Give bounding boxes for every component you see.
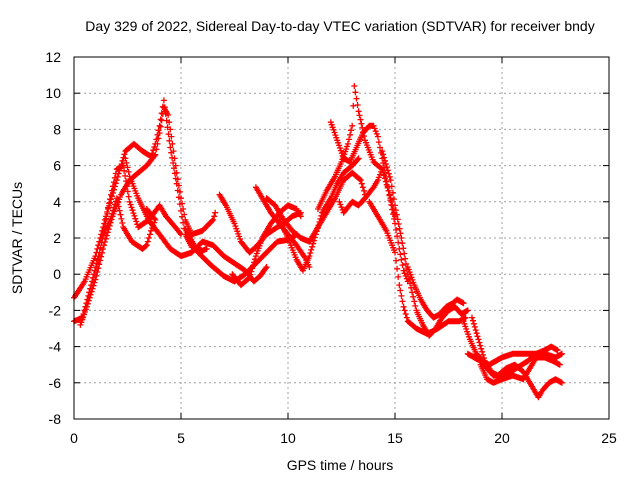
series-prn-d xyxy=(98,195,159,252)
series-marks xyxy=(77,104,219,328)
y-tick-label: -2 xyxy=(49,302,62,318)
x-tick-label: 5 xyxy=(177,430,185,446)
y-axis-label: SDTVAR / TECUs xyxy=(9,182,25,294)
chart-title: Day 329 of 2022, Sidereal Day-to-day VTE… xyxy=(85,18,594,34)
series-marks xyxy=(229,202,304,289)
x-tick-label: 20 xyxy=(494,430,510,446)
x-axis-label: GPS time / hours xyxy=(287,457,394,473)
series-prn-u xyxy=(477,354,563,386)
y-tick-label: -8 xyxy=(49,411,62,427)
series-marks xyxy=(276,155,362,274)
y-tick-label: 0 xyxy=(53,266,61,282)
series-marks xyxy=(122,155,270,285)
y-tick-label: 2 xyxy=(53,230,61,246)
series-prn-k xyxy=(276,155,362,274)
series-marks xyxy=(469,314,565,401)
series-marks xyxy=(98,195,159,252)
y-tick-label: -6 xyxy=(49,375,62,391)
series-prn-h xyxy=(229,202,304,289)
axis-ticks: 0 5 10 15 20 25 -8 -6 -4 -2 0 2 4 6 8 10 12 xyxy=(45,49,617,446)
y-tick-label: -4 xyxy=(49,339,62,355)
grid-lines xyxy=(74,57,609,419)
series-prn-c xyxy=(77,104,219,328)
x-tick-label: 25 xyxy=(601,430,617,446)
series-marks xyxy=(327,119,411,285)
y-tick-label: 6 xyxy=(53,158,61,174)
series-prn-q xyxy=(404,264,467,321)
y-tick-label: 4 xyxy=(53,194,61,210)
series-prn-n xyxy=(327,119,411,285)
y-tick-label: 8 xyxy=(53,121,61,137)
series-prn-m xyxy=(336,166,386,216)
y-tick-label: 10 xyxy=(45,85,61,101)
series-marks xyxy=(477,354,563,386)
series-prn-t xyxy=(469,314,565,401)
x-tick-label: 15 xyxy=(387,430,403,446)
series-marks xyxy=(404,264,467,321)
x-tick-label: 10 xyxy=(280,430,296,446)
x-tick-label: 0 xyxy=(70,430,78,446)
series-prn-p xyxy=(379,148,471,339)
y-tick-label: 12 xyxy=(45,49,61,65)
series-marks xyxy=(379,148,471,339)
series-prn-e xyxy=(122,155,270,285)
data-points xyxy=(71,83,565,401)
series-marks xyxy=(336,166,386,216)
